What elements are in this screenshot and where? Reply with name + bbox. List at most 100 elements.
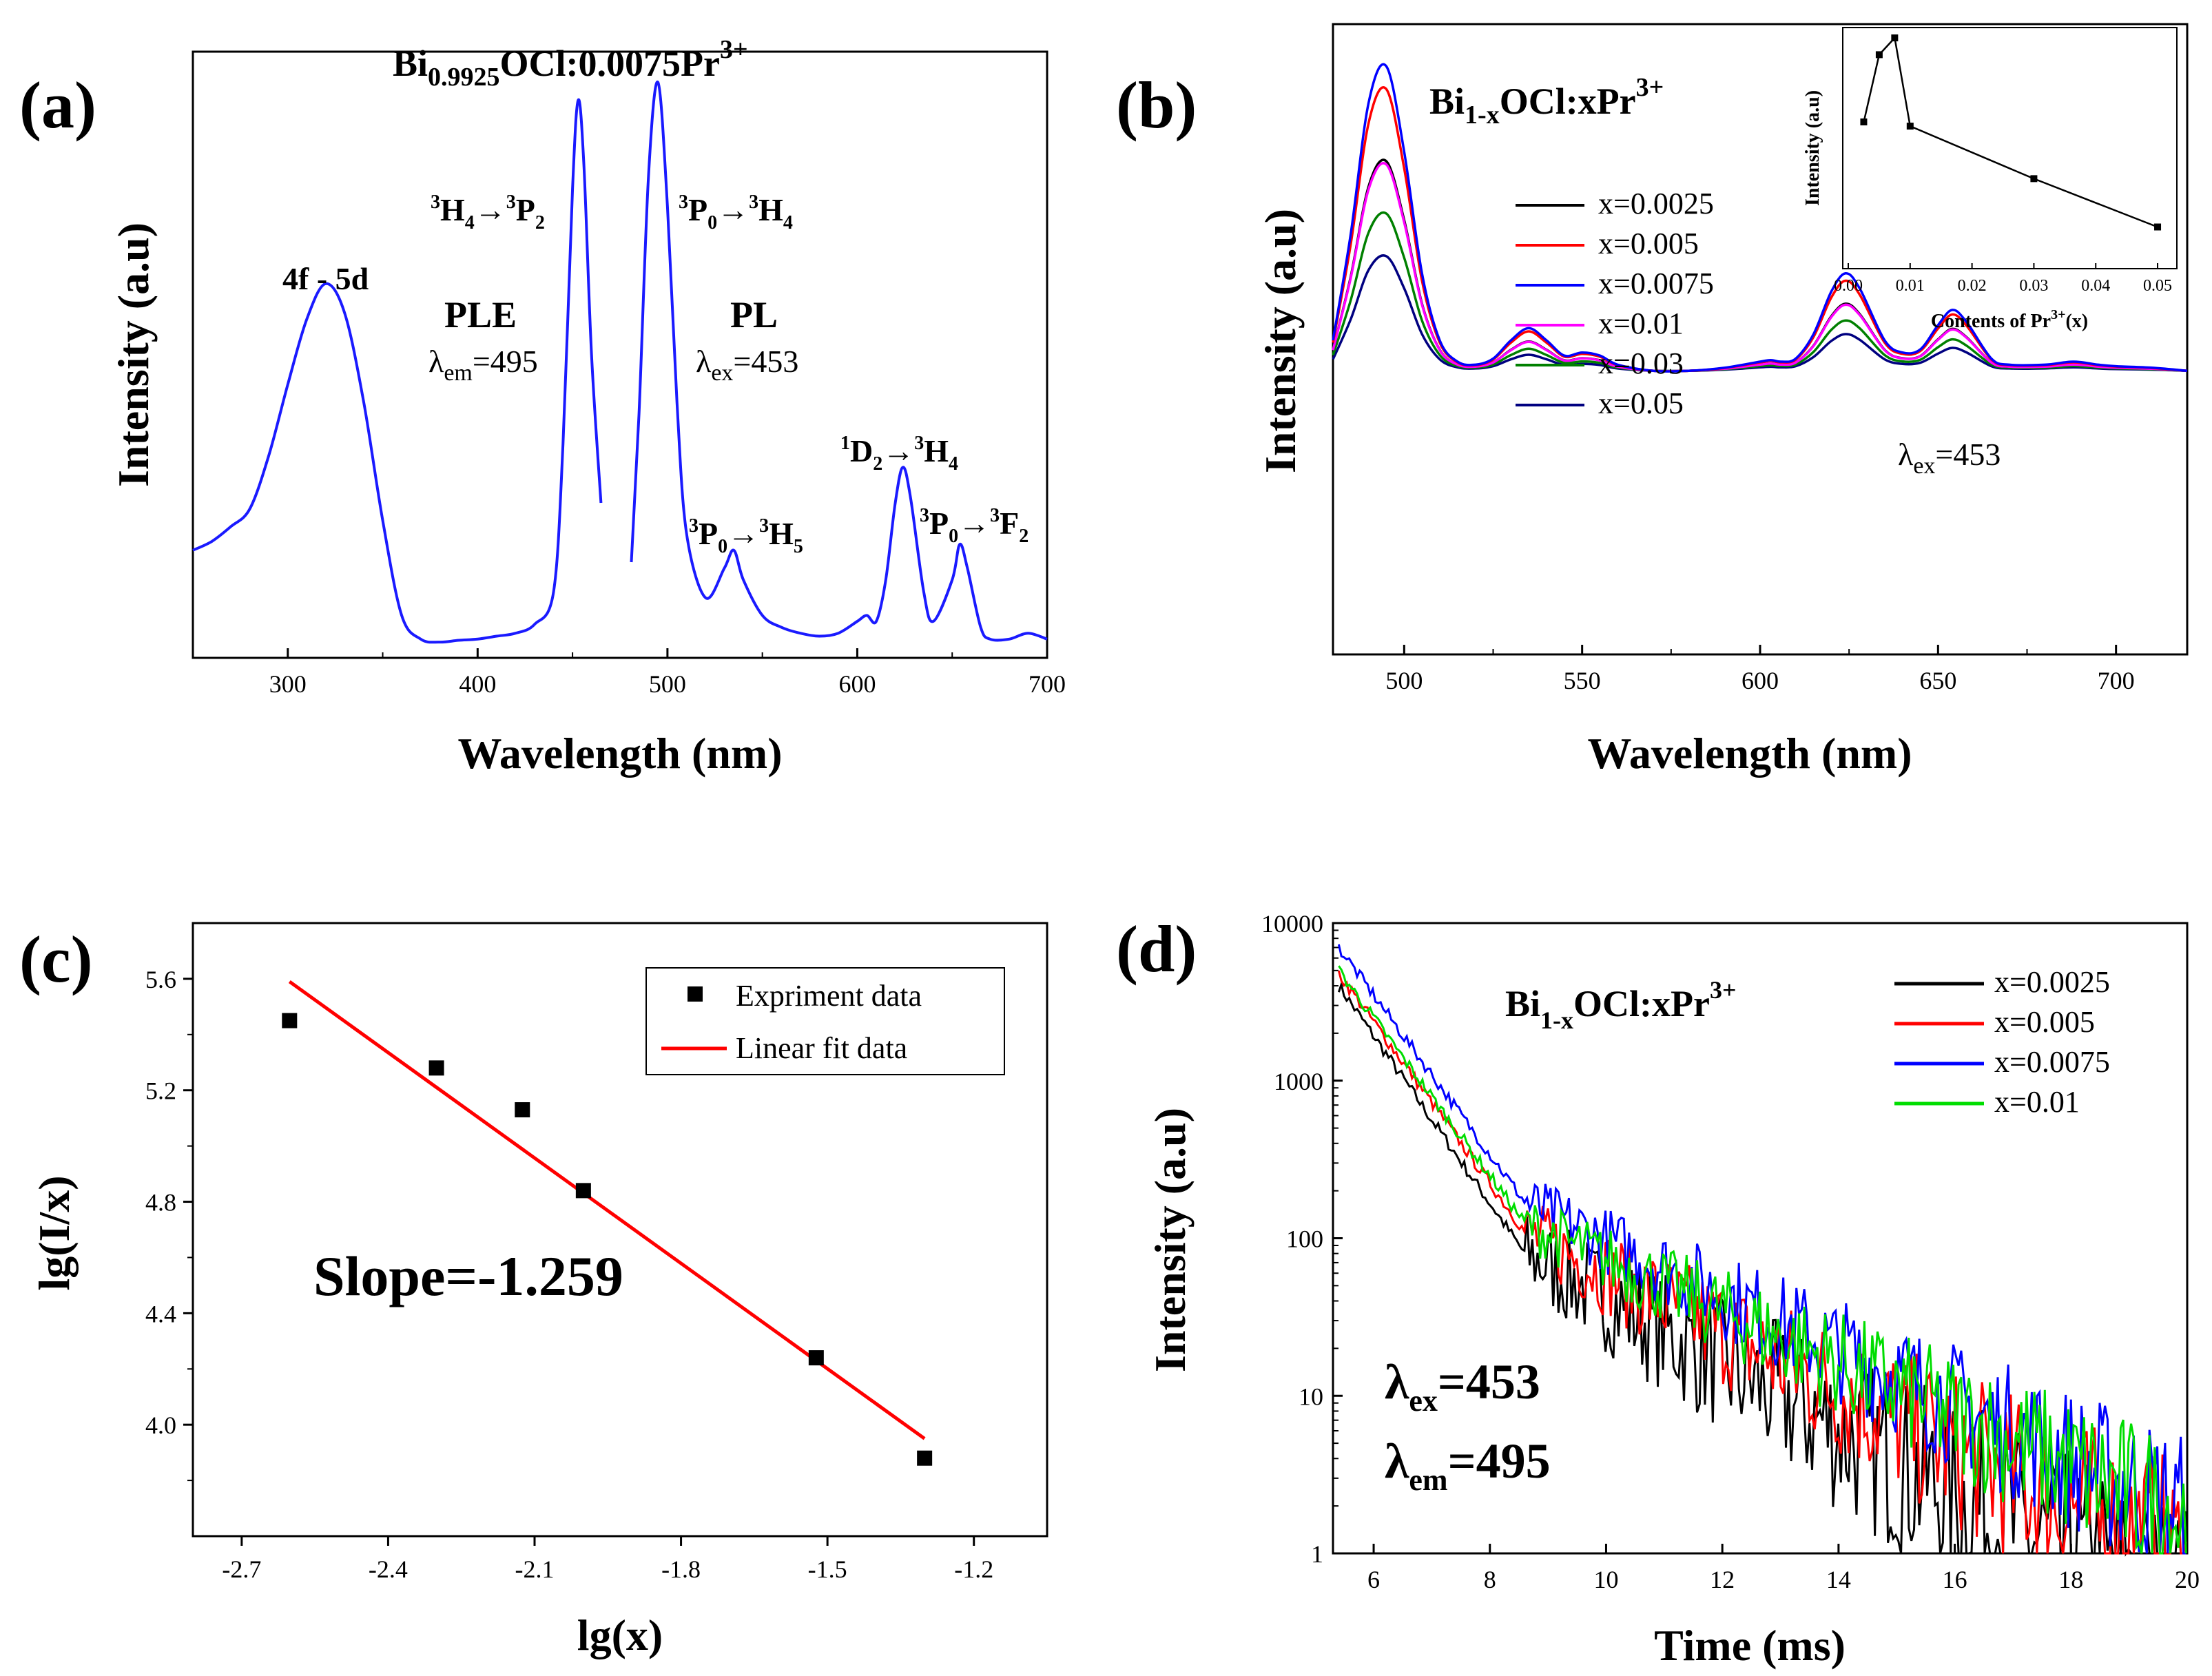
panel-c-y-tick-label: 4.8 (145, 1189, 176, 1217)
panel-b-legend-label: x=0.05 (1598, 386, 1684, 420)
panel-c-legend-box (645, 967, 1005, 1075)
panel-d-ticks: 6 8 10 12 14 16 18 20 1 10 100 1000 10000 (1261, 910, 2200, 1593)
panel-d-y-tick-label: 1000 (1274, 1068, 1323, 1095)
panel-d-label: (d) (1116, 912, 1197, 986)
panel-b-x-tick-label: 550 (1564, 667, 1601, 694)
panel-a: (a) 300 400 500 600 700 Wavelength (nm) Inte… (19, 35, 1066, 778)
panel-c-data-point (428, 1060, 444, 1076)
panel-c-legend: Expriment data Linear fit data (645, 967, 1005, 1075)
panel-a-curves (192, 80, 1048, 644)
panel-b-label: (b) (1116, 68, 1197, 142)
panel-a-transition-3p0-3h4: 3P0→3H4 (679, 192, 793, 234)
panel-d-x-tick-label: 14 (1826, 1566, 1851, 1593)
panel-c-y-tick-label: 4.0 (145, 1411, 176, 1439)
panel-c-y-tick-label: 4.4 (145, 1300, 176, 1327)
panel-c-marks (282, 980, 933, 1466)
panel-c-ticks: -2.7 -2.4 -2.1 -1.8 -1.5 -1.2 4.0 4.4 4.8 5.2 5.6 (145, 966, 993, 1583)
inset-x-tick-label: 0.04 (2081, 277, 2110, 295)
panel-b-series-line (1332, 162, 2188, 373)
panel-c-plot-frame (192, 922, 1048, 1538)
inset-x-axis-title: Contents of Pr3+(x) (1931, 307, 2088, 332)
panel-b-legend: x=0.0025 x=0.005 x=0.0075 x=0.01 x=0.03 x=0.0… (1516, 187, 1714, 420)
panel-c-data-point (282, 1013, 298, 1028)
panel-a-label: (a) (19, 68, 96, 142)
inset-x-tick-label: 0.03 (2019, 277, 2048, 295)
panel-a-transition-3p0-3h5: 3P0→3H5 (689, 515, 803, 557)
panel-a-x-tick-label: 500 (649, 670, 686, 698)
inset-point (2154, 223, 2162, 231)
panel-a-series-ple (192, 98, 603, 644)
panel-d-legend: x=0.0025 x=0.005 x=0.0075 x=0.01 (1894, 965, 2110, 1119)
inset-point (1860, 118, 1868, 125)
panel-d-x-tick-label: 8 (1484, 1566, 1496, 1593)
panel-c-x-axis-title: lg(x) (577, 1611, 663, 1659)
panel-a-x-tick-label: 600 (838, 670, 876, 698)
panel-d-lambda-ex: λex=453 (1385, 1354, 1540, 1418)
panel-a-ple-lambda: λem=495 (428, 344, 538, 386)
panel-b-series-line (1332, 211, 2188, 373)
panel-d: (d) 6 8 10 12 14 16 18 20 1 10 100 1000 10000 Time (… (1116, 910, 2200, 1670)
panel-a-plot-frame (192, 50, 1048, 659)
panel-b-lambda-ex: λex=453 (1898, 437, 2001, 479)
panel-b-legend-label: x=0.01 (1598, 307, 1684, 340)
panel-a-pl-label: PL (730, 294, 778, 335)
panel-d-y-tick-label: 10 (1299, 1383, 1323, 1410)
panel-d-curves (1337, 944, 2187, 1557)
panel-d-y-tick-label: 100 (1286, 1225, 1323, 1253)
panel-b-x-tick-label: 650 (1919, 667, 1956, 694)
panel-a-ple-label: PLE (444, 294, 517, 335)
panel-c-x-tick-label: -1.2 (954, 1555, 993, 1583)
inset-y-axis-title: Intensity (a.u) (1802, 90, 1823, 206)
panel-d-x-tick-label: 12 (1710, 1566, 1735, 1593)
panel-c-x-tick-label: -1.8 (661, 1555, 701, 1583)
panel-a-x-tick-label: 300 (269, 670, 307, 698)
panel-c-data-point (808, 1350, 824, 1366)
panel-a-x-axis-title: Wavelength (nm) (457, 729, 782, 778)
panel-b-curves (1332, 63, 2188, 373)
panel-d-x-tick-label: 6 (1367, 1566, 1380, 1593)
panel-c-data-point (917, 1450, 933, 1466)
panel-b-x-ticks: 500 550 600 650 700 (1385, 645, 2135, 694)
panel-d-legend-label: x=0.01 (1994, 1085, 2080, 1119)
inset-x-tick-label: 0.00 (1834, 277, 1863, 295)
panel-b-x-tick-label: 500 (1385, 667, 1423, 694)
panel-d-y-tick-label: 1 (1311, 1540, 1323, 1568)
panel-d-lambda-em: λem=495 (1385, 1434, 1551, 1497)
panel-b: (b) 500 550 600 650 700 Wavelength (nm) Inte… (1116, 23, 2189, 778)
panel-d-series-line (1338, 965, 2187, 1555)
panel-a-x-ticks: 300 400 500 600 700 (192, 648, 1066, 698)
panel-d-compound-title: Bi1-xOCl:xPr3+ (1505, 976, 1737, 1034)
panel-a-y-axis-title: Intensity (a.u) (109, 223, 158, 487)
panel-d-x-tick-label: 18 (2058, 1566, 2083, 1593)
panel-d-y-tick-label: 10000 (1261, 910, 1323, 938)
panel-c: (c) -2.7 -2.4 -2.1 -1.8 -1.5 -1.2 4.0 4.4 4.8 5.2… (19, 922, 1048, 1659)
panel-c-x-tick-label: -1.5 (808, 1555, 847, 1583)
inset-point (1875, 51, 1883, 59)
inset-content: 0.00 0.01 0.02 0.03 0.04 0.05 (1834, 34, 2172, 295)
panel-a-pl-lambda: λex=453 (696, 344, 798, 386)
panel-b-series-line (1332, 254, 2188, 373)
legend-label-linear-fit: Linear fit data (736, 1031, 907, 1065)
panel-b-x-tick-label: 700 (2098, 667, 2135, 694)
panel-d-x-tick-label: 10 (1593, 1566, 1618, 1593)
panel-a-compound-title: Bi0.9925OCl:0.0075Pr3+ (393, 35, 748, 92)
inset-x-tick-label: 0.01 (1896, 277, 1925, 295)
panel-a-x-tick-label: 700 (1029, 670, 1066, 698)
panel-d-x-tick-label: 20 (2175, 1566, 2200, 1593)
panel-c-x-tick-label: -2.4 (369, 1555, 408, 1583)
inset-point (1891, 34, 1899, 41)
panel-b-legend-label: x=0.0075 (1598, 267, 1714, 300)
panel-c-x-tick-label: -2.7 (222, 1555, 261, 1583)
panel-b-legend-label: x=0.03 (1598, 346, 1684, 380)
panel-a-series-pl (630, 80, 1048, 642)
panel-d-legend-label: x=0.005 (1994, 1005, 2095, 1039)
panel-c-data-point (575, 1183, 591, 1199)
panel-d-y-axis-title: Intensity (a.u) (1146, 1108, 1195, 1372)
inset-line (1863, 36, 2158, 228)
panel-c-y-tick-label: 5.2 (145, 1077, 176, 1105)
panel-b-series-line (1332, 63, 2188, 373)
panel-b-compound-title: Bi1-xOCl:xPr3+ (1429, 73, 1664, 130)
inset-frame (1842, 27, 2178, 269)
panel-a-transition-3p0-3f2: 3P0→3F2 (920, 505, 1029, 547)
